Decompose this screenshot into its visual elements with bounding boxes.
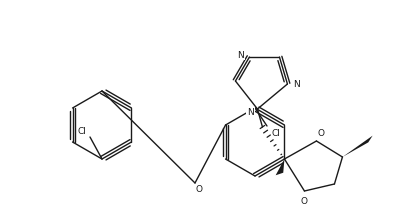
Text: N: N — [293, 79, 300, 89]
Polygon shape — [275, 159, 285, 175]
Text: N: N — [237, 51, 244, 59]
Polygon shape — [342, 136, 373, 157]
Text: Cl: Cl — [77, 128, 86, 137]
Text: O: O — [318, 129, 325, 138]
Text: O: O — [301, 196, 308, 205]
Text: O: O — [195, 186, 202, 195]
Text: Cl: Cl — [272, 128, 281, 138]
Text: N: N — [247, 107, 254, 116]
